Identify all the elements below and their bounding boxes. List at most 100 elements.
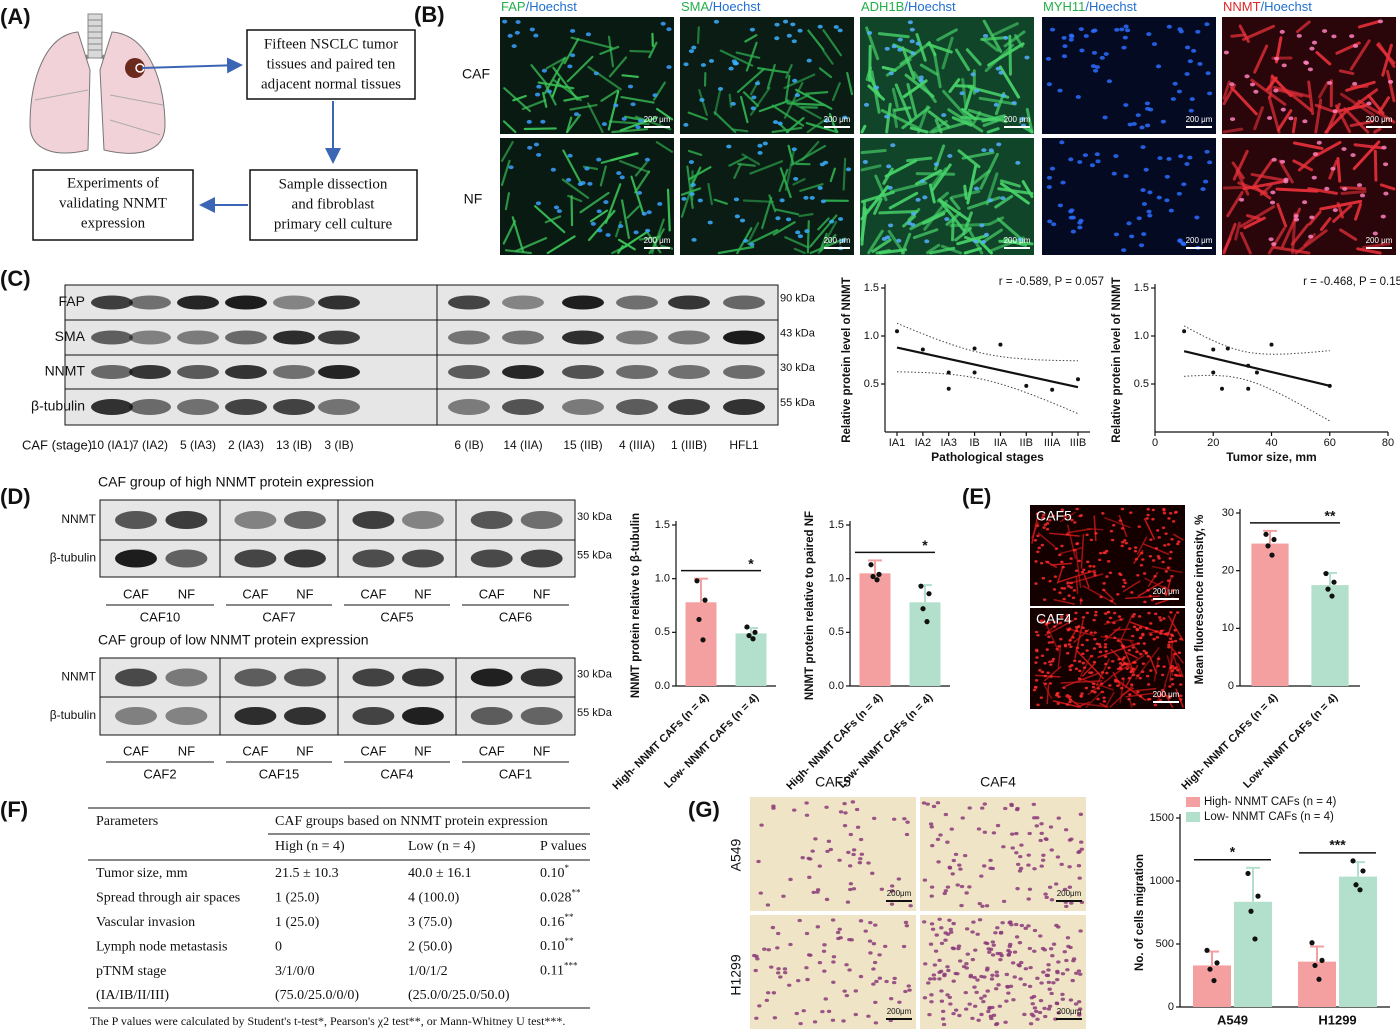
nucleus <box>1159 618 1163 622</box>
cell-fiber <box>1124 595 1160 600</box>
cell-fiber <box>1056 565 1064 584</box>
nucleus <box>1014 851 1019 855</box>
nucleus <box>1069 645 1073 648</box>
nucleus <box>986 1009 991 1014</box>
blot-band <box>616 365 658 379</box>
nucleus <box>765 991 771 995</box>
nucleus <box>793 176 799 181</box>
nucleus <box>1123 103 1129 107</box>
nucleus <box>987 198 994 203</box>
x-tick-label: 20 <box>1207 437 1219 449</box>
nucleus <box>1018 854 1023 859</box>
cell-fiber <box>587 65 622 91</box>
nucleus <box>1041 513 1046 517</box>
nucleus <box>949 930 954 934</box>
nucleus <box>1132 625 1137 629</box>
nucleus <box>533 142 540 147</box>
nucleus <box>994 974 1000 978</box>
x-tick-label: 80 <box>1382 437 1394 449</box>
nucleus <box>1068 700 1072 704</box>
nucleus <box>1080 692 1084 695</box>
cell-fiber <box>748 222 760 242</box>
blot-band <box>283 511 326 529</box>
nucleus <box>1149 538 1153 541</box>
nucleus <box>1106 610 1111 614</box>
nucleus <box>1034 630 1039 634</box>
nucleus <box>1077 559 1081 563</box>
nucleus <box>1075 646 1080 650</box>
nucleus <box>817 186 823 190</box>
counterstain-name: /Hoechst <box>1085 0 1137 14</box>
cell-fiber <box>1172 653 1181 676</box>
nucleus <box>1168 637 1173 640</box>
nucleus <box>1075 95 1081 99</box>
cell-fiber <box>822 29 843 57</box>
bar <box>909 602 941 686</box>
panel-label: (D) <box>0 484 31 509</box>
nucleus <box>1079 847 1084 851</box>
cell-fiber <box>791 94 810 104</box>
cell-fiber <box>713 111 737 134</box>
cell-fiber <box>805 121 838 134</box>
nucleus <box>646 210 652 215</box>
nucleus <box>940 1017 946 1021</box>
nucleus <box>1135 113 1141 118</box>
nucleus <box>979 874 984 878</box>
nucleus <box>1046 185 1052 190</box>
nucleus <box>1093 637 1097 641</box>
nucleus <box>944 217 950 222</box>
nucleus <box>1229 117 1236 122</box>
cell-fiber <box>1373 127 1382 134</box>
box-text: and fibroblast <box>292 196 376 212</box>
data-point <box>920 606 926 612</box>
cell-fiber <box>1230 86 1258 116</box>
nucleus <box>1124 28 1131 33</box>
nucleus <box>1249 82 1256 87</box>
nucleus <box>977 918 983 922</box>
nucleus <box>1055 969 1060 974</box>
nucleus <box>1080 570 1085 574</box>
nucleus <box>830 1018 836 1022</box>
x-tick-label: H1299 <box>1318 1012 1356 1027</box>
box-text: tissues and paired ten <box>267 56 396 72</box>
nucleus <box>1040 670 1045 674</box>
nucleus <box>1170 640 1175 643</box>
nucleus <box>1132 702 1136 706</box>
cell-fiber <box>1149 655 1158 675</box>
scale-bar-label: 200μm <box>887 1007 912 1016</box>
nucleus <box>1067 643 1072 646</box>
nucleus <box>1140 551 1144 555</box>
table-cell: 1 (25.0) <box>275 891 320 906</box>
legend-label: Low- NNMT CAFs (n = 4) <box>1204 811 1334 823</box>
nucleus <box>953 852 959 856</box>
nucleus <box>1187 155 1193 160</box>
micrograph <box>500 17 674 134</box>
cell-fiber <box>698 89 708 116</box>
nucleus <box>1069 581 1074 585</box>
nucleus <box>1027 984 1033 989</box>
cell-fiber <box>1226 190 1244 218</box>
cell-fiber <box>515 236 548 253</box>
nucleus <box>593 71 599 76</box>
nucleus <box>821 949 827 953</box>
nucleus <box>1166 579 1171 582</box>
data-point <box>1316 976 1322 982</box>
cell-fiber <box>795 88 833 110</box>
blot-band <box>273 295 315 310</box>
nucleus <box>1015 887 1020 891</box>
x-tick-label: IA1 <box>889 437 906 449</box>
nucleus <box>1070 978 1075 983</box>
cell-fiber <box>634 161 648 177</box>
cell-fiber <box>819 232 828 250</box>
data-point <box>918 583 924 589</box>
table-cell: (25.0/0/25.0/50.0) <box>408 988 510 1003</box>
cell-fiber <box>741 153 761 166</box>
nucleus <box>1166 543 1171 546</box>
nucleus <box>666 65 672 70</box>
cell-fiber <box>954 48 971 72</box>
nucleus <box>1032 816 1037 820</box>
nucleus <box>1041 576 1046 580</box>
box-text: primary cell culture <box>274 216 393 232</box>
nucleus <box>897 37 903 42</box>
test-note: ** <box>572 887 582 897</box>
